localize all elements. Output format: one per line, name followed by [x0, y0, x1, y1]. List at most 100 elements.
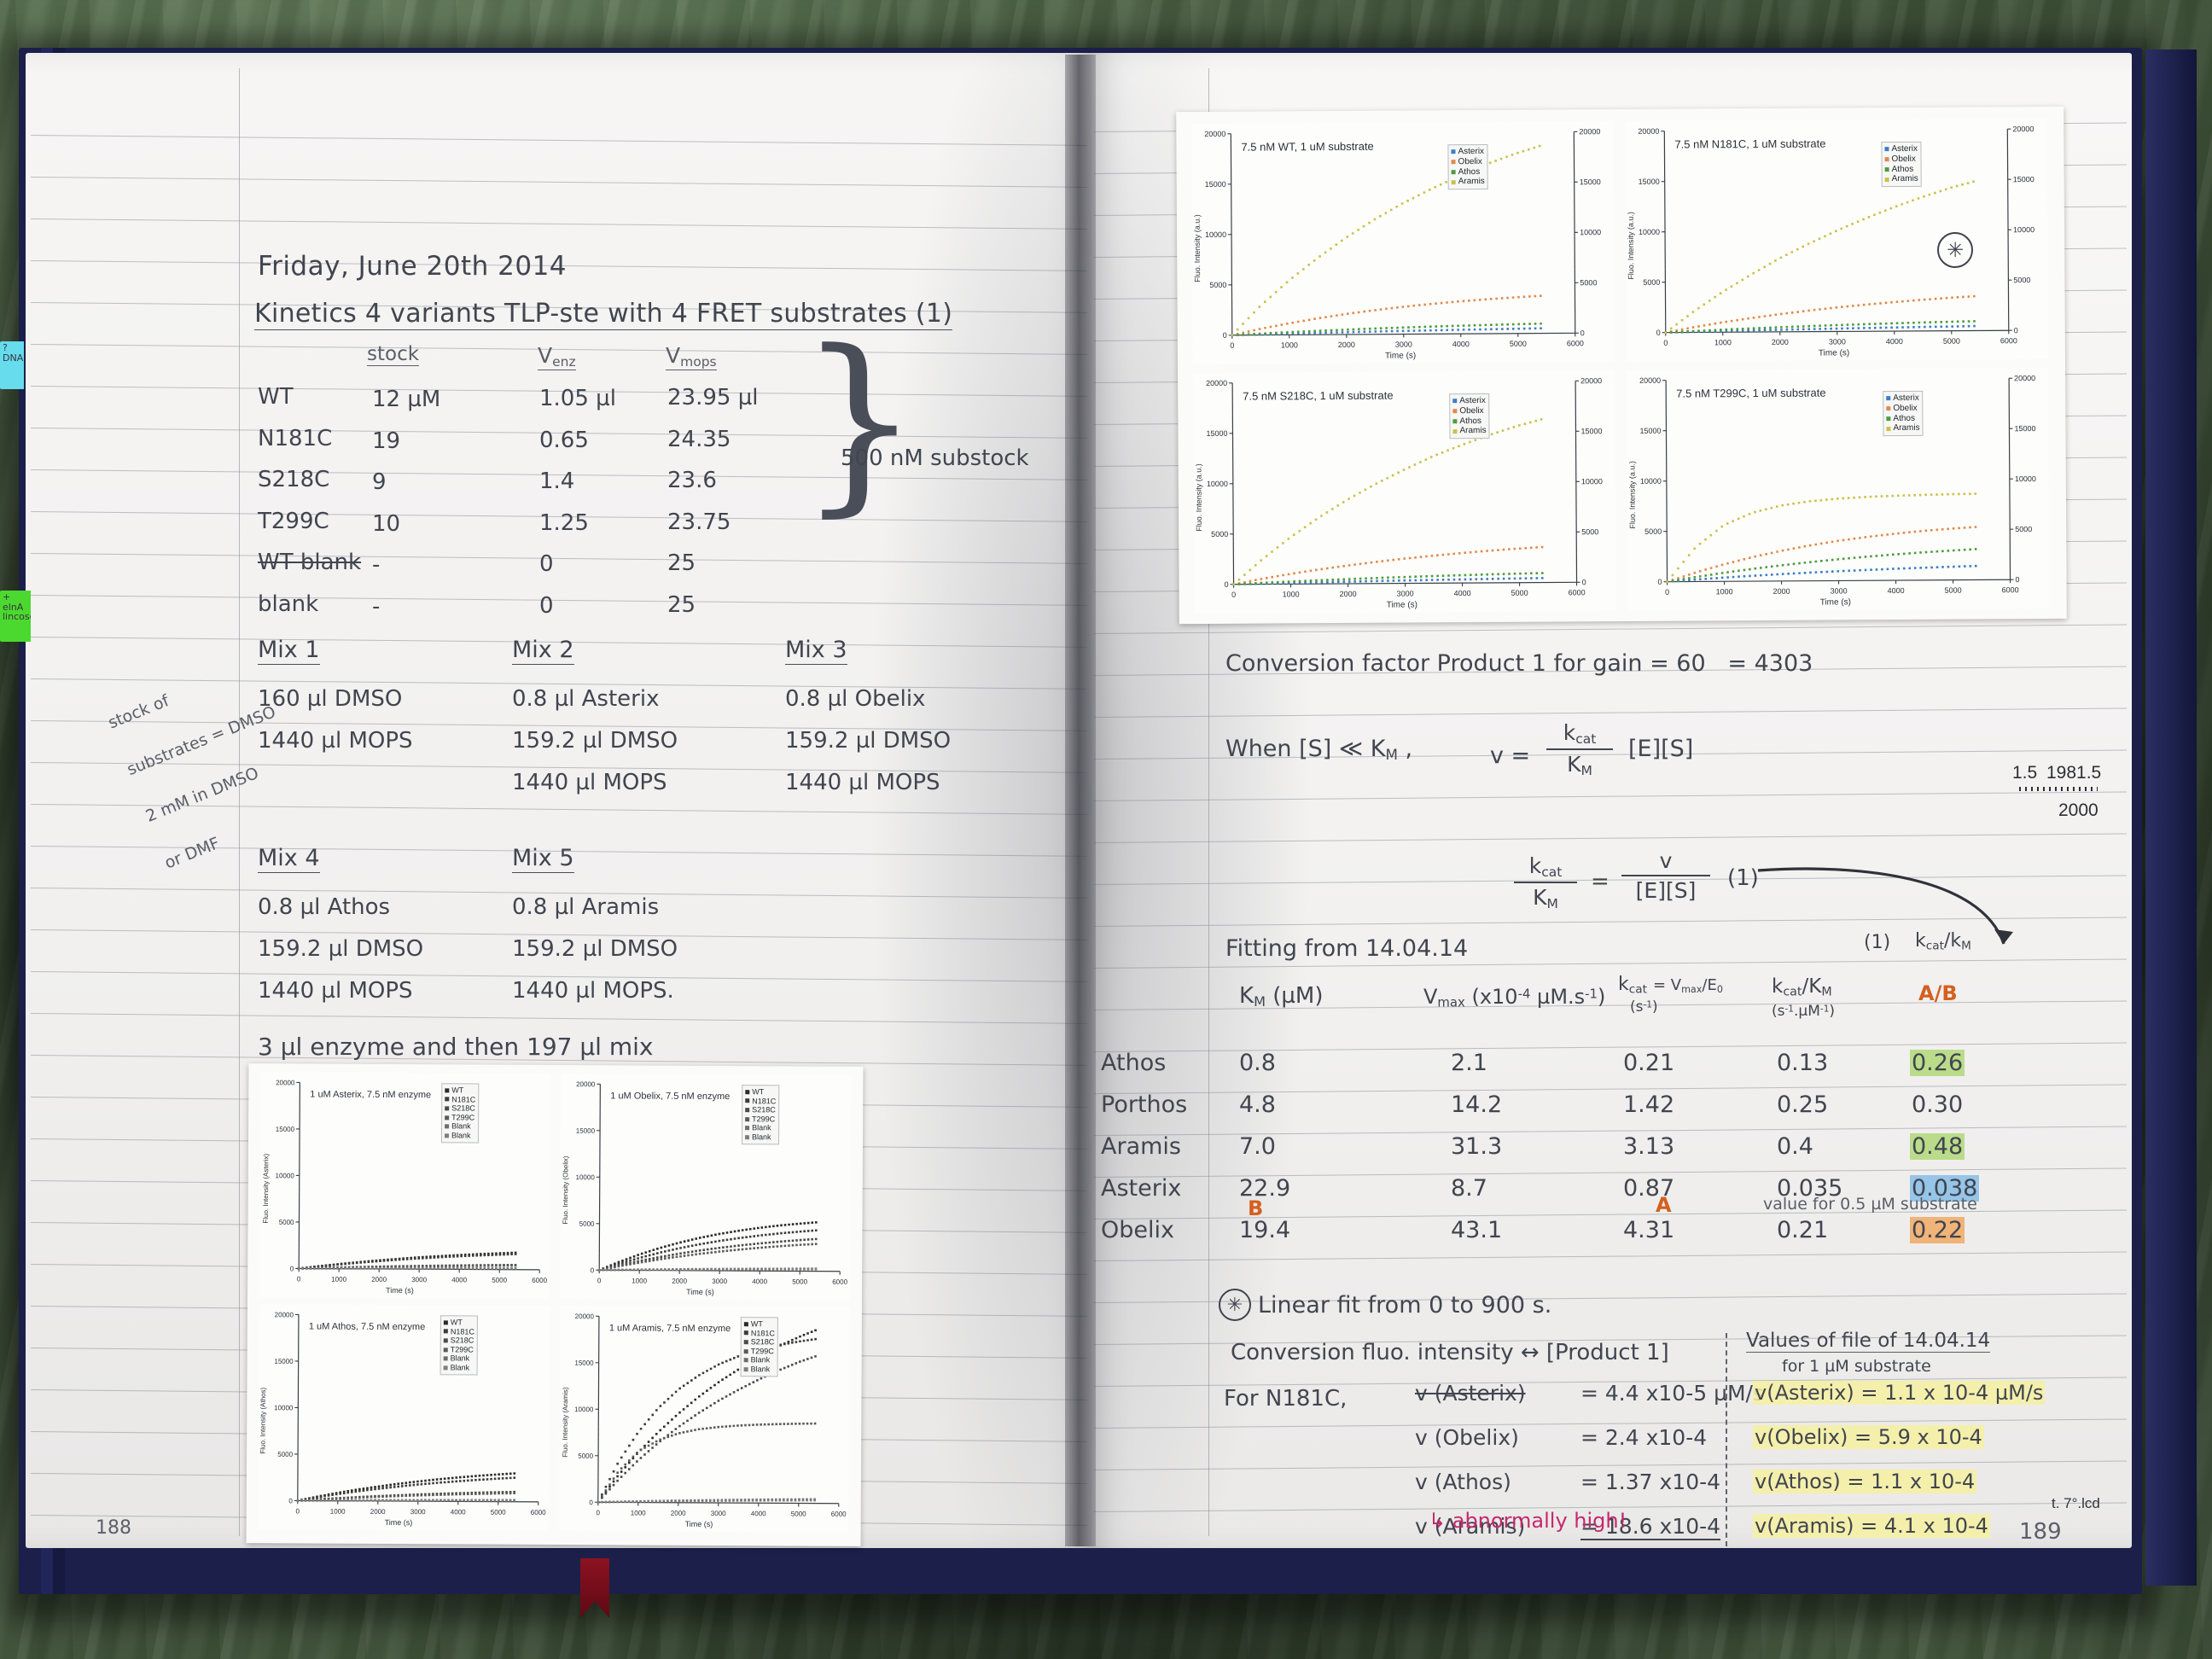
legend-row: Blank: [745, 1124, 776, 1133]
svg-text:15000: 15000: [1205, 180, 1226, 189]
conversion-factor-line: Conversion factor Product 1 for gain = 6…: [1225, 650, 1813, 677]
mix-label: Mix 3: [785, 637, 847, 665]
mix-line: 1440 µl MOPS: [785, 770, 940, 795]
legend-label: Blank: [750, 1365, 771, 1374]
lf-left-value: = 2.4 x10-4: [1580, 1425, 1708, 1450]
legend-label: WT: [451, 1086, 464, 1095]
svg-text:20000: 20000: [2012, 125, 2034, 133]
fit-row-name: Athos: [1101, 1050, 1167, 1076]
ruled-line: [1093, 833, 2127, 843]
svg-text:6000: 6000: [531, 1509, 546, 1516]
svg-text:15000: 15000: [576, 1127, 596, 1135]
svg-text:0: 0: [1223, 331, 1227, 340]
legend-label: Aramis: [1893, 423, 1920, 434]
variant-venz: 0: [539, 551, 554, 577]
legend-marker: [743, 1367, 748, 1372]
chart-ylabel: Fluo. Intensity (a.u.): [1192, 214, 1202, 282]
values-col-subtitle: for 1 µM substrate: [1782, 1357, 1931, 1376]
legend-row: Obelix: [1886, 404, 1919, 414]
legend-marker: [743, 1358, 748, 1363]
tab-green[interactable]: + elnA lincosol: [0, 591, 31, 642]
chart-xlabel: Time (s): [386, 1285, 414, 1295]
mix-line: 1440 µl MOPS: [258, 978, 413, 1004]
legend-row: N181C: [443, 1327, 474, 1336]
svg-text:6000: 6000: [532, 1277, 547, 1284]
chart-title: 1 uM Asterix, 7.5 nM enzyme: [310, 1089, 432, 1101]
fit-ratio: 0.038: [1910, 1175, 1980, 1202]
legend-label: Blank: [750, 1355, 771, 1365]
legend-row: Athos: [1886, 413, 1919, 423]
tab-green-line-2: lincosol: [3, 611, 31, 623]
fitting-footnote: value for 0.5 µM substrate: [1763, 1195, 1977, 1214]
curved-arrow-to-column: [1757, 867, 2013, 945]
column-divider-dashed: [1726, 1333, 1727, 1546]
legend-marker: [445, 1133, 450, 1138]
chart-ylabel: Fluo. Intensity (Athos): [259, 1387, 267, 1454]
legend-label: Blank: [752, 1123, 771, 1132]
lf-right-entry: v(Athos) = 1.1 x 10-4: [1753, 1470, 1977, 1493]
legend-marker: [743, 1348, 748, 1353]
svg-text:3000: 3000: [712, 1278, 727, 1285]
fit-kcat: 0.87: [1623, 1175, 1675, 1202]
lf-right-entry: v(Asterix) = 1.1 x 10-4 µM/s: [1753, 1381, 2046, 1405]
kinetics-condition: When [S] ≪ KM ,: [1225, 736, 1413, 764]
lf-left-label: v (Asterix): [1415, 1381, 1526, 1406]
chart-panel: 0 1000 2000 3000 4000 5000 6000 0 5000 10000 15000…: [560, 1074, 852, 1301]
variant-venz: 0: [539, 592, 554, 619]
legend-label: Obelix: [1459, 405, 1484, 416]
fit-kcatkm: 0.13: [1777, 1050, 1829, 1076]
mix-line: 159.2 µl DMSO: [512, 728, 678, 754]
legend-marker: [1884, 147, 1889, 152]
svg-text:5000: 5000: [1581, 527, 1598, 536]
left-margin-line: [239, 68, 240, 1536]
svg-text:5000: 5000: [1510, 340, 1527, 348]
lf-left-label: v (Obelix): [1415, 1425, 1519, 1450]
legend-marker: [443, 1356, 448, 1361]
legend-label: Blank: [752, 1132, 771, 1142]
chart-title: 7.5 nM T299C, 1 uM substrate: [1676, 386, 1826, 400]
legend-label: Athos: [1459, 416, 1482, 426]
legend-row: S218C: [443, 1336, 474, 1346]
ruled-line: [1093, 791, 2127, 801]
mix-line: 159.2 µl DMSO: [512, 936, 678, 962]
chart-xlabel: Time (s): [1819, 597, 1852, 608]
equation-2-den1: KM: [1533, 884, 1558, 911]
equation-2-tag: (1): [1727, 865, 1759, 891]
equation-2-equals: =: [1591, 869, 1610, 894]
svg-text:5000: 5000: [1580, 278, 1597, 287]
chart-ylabel: Fluo. Intensity (Asterix): [261, 1153, 271, 1224]
chart-legend: Asterix Obelix Athos Aramis: [1447, 143, 1488, 190]
legend-row: Aramis: [1886, 423, 1920, 434]
legend-label: S218C: [451, 1103, 475, 1113]
lf-right-entry: v(Obelix) = 5.9 x 10-4: [1753, 1425, 1984, 1449]
legend-marker: [1886, 406, 1891, 411]
svg-text:10000: 10000: [1639, 228, 1660, 236]
legend-label: WT: [750, 1319, 763, 1329]
svg-text:2000: 2000: [1338, 341, 1355, 349]
svg-text:10000: 10000: [276, 1172, 295, 1179]
fitting-header-kcatkm-short: kcat/kM: [1915, 930, 1971, 953]
fitting-header-ratio: A/B: [1918, 981, 1958, 1005]
pasted-chart-sheet-top: 0 1000 2000 3000 4000 5000 6000 0 0 5000 5000 10000…: [1176, 106, 2067, 625]
svg-text:15000: 15000: [2013, 175, 2034, 183]
tab-cyan[interactable]: ? DNA: [0, 341, 24, 389]
chart-xlabel: Time (s): [686, 1287, 714, 1296]
svg-text:6000: 6000: [1569, 588, 1586, 597]
fraction-bar: [1514, 881, 1577, 883]
svg-text:1000: 1000: [331, 1276, 346, 1284]
variant-venz: 1.25: [539, 509, 589, 536]
svg-text:4000: 4000: [451, 1276, 467, 1284]
variant-stock: 12 µM: [372, 387, 441, 412]
svg-text:15000: 15000: [1580, 427, 1602, 435]
fitting-header-note-1: (1): [1864, 932, 1891, 953]
legend-marker: [443, 1320, 448, 1325]
legend-row: Obelix: [1451, 157, 1485, 167]
legend-row: WT: [745, 1087, 776, 1097]
fit-row-name: Aramis: [1101, 1133, 1181, 1160]
svg-text:5000: 5000: [579, 1220, 595, 1228]
ruler-left-value: 1.5: [2012, 763, 2038, 783]
fit-vmax: 8.7: [1451, 1175, 1487, 1202]
fit-ratio: 0.26: [1910, 1050, 1965, 1076]
chart-xlabel: Time (s): [384, 1517, 413, 1528]
margin-note-l4: or DMF: [161, 833, 223, 873]
